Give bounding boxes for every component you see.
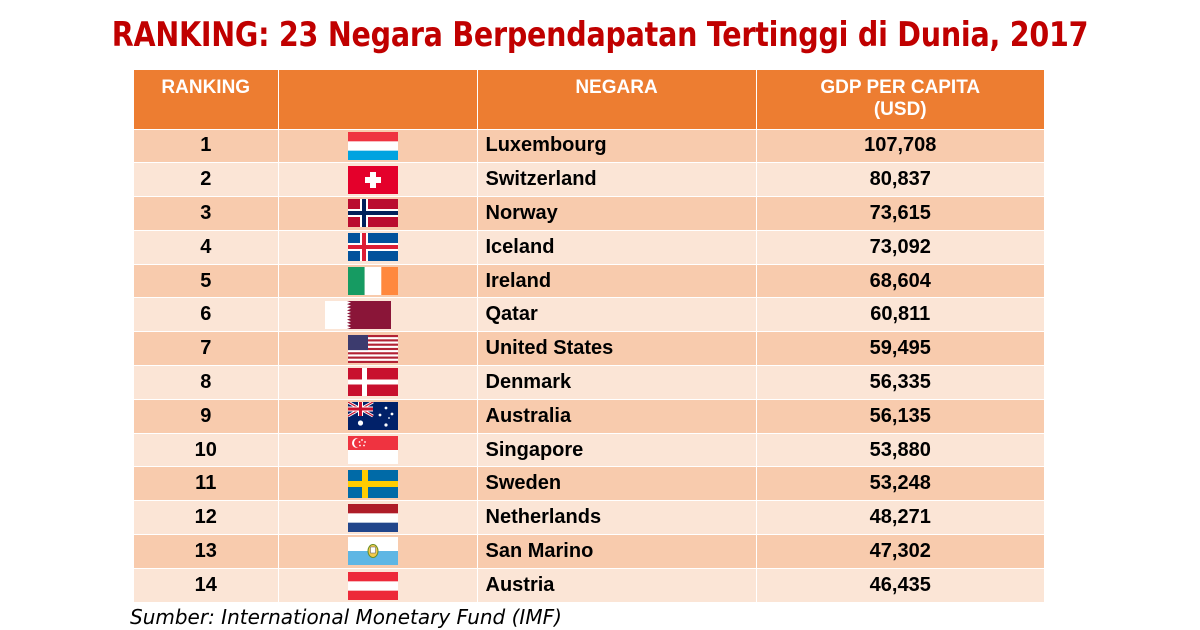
table-row: 12 Netherlands 48,271 — [134, 500, 1044, 535]
flag-cell — [278, 567, 478, 603]
table-row: 6 Qatar 60,811 — [134, 297, 1044, 332]
table-row: 1 Luxembourg 107,708 — [134, 128, 1044, 163]
flag-cell — [278, 297, 478, 332]
country-cell: Qatar — [477, 297, 757, 332]
page-title: RANKING: 23 Negara Berpendapatan Terting… — [111, 15, 1089, 55]
country-cell: Austria — [477, 567, 757, 603]
flag-cell — [278, 398, 478, 434]
gdp-cell: 60,811 — [756, 297, 1044, 332]
header-ranking: RANKING — [134, 70, 279, 129]
netherlands-flag-icon — [347, 503, 398, 532]
flag-cell — [278, 365, 478, 400]
rank-cell: 4 — [134, 229, 279, 265]
gdp-cell: 107,708 — [756, 128, 1044, 163]
gdp-cell: 73,092 — [756, 229, 1044, 265]
denmark-flag-icon — [347, 368, 398, 397]
gdp-cell: 46,435 — [756, 567, 1044, 603]
gdp-cell: 68,604 — [756, 263, 1044, 298]
rank-cell: 12 — [134, 500, 279, 535]
rank-cell: 8 — [134, 365, 279, 400]
table-row: 13 San Marino 47,302 — [134, 534, 1044, 569]
flag-cell — [278, 128, 478, 163]
header-negara: NEGARA — [477, 70, 757, 129]
rank-cell: 5 — [134, 263, 279, 298]
table-row: 5 Ireland 68,604 — [134, 263, 1044, 298]
country-cell: Singapore — [477, 432, 757, 467]
gdp-cell: 59,495 — [756, 331, 1044, 366]
flag-cell — [278, 229, 478, 265]
austria-flag-icon — [347, 571, 398, 600]
gdp-ranking-table: RANKING NEGARA GDP PER CAPITA (USD) 1 Lu… — [134, 70, 1044, 603]
country-cell: Iceland — [477, 229, 757, 265]
qatar-flag-icon — [324, 300, 391, 329]
switzerland-flag-icon — [347, 165, 398, 194]
country-cell: Norway — [477, 196, 757, 231]
rank-cell: 7 — [134, 331, 279, 366]
header-gdp-line2: (USD) — [873, 99, 927, 120]
table-row: 11 Sweden 53,248 — [134, 466, 1044, 501]
gdp-cell: 48,271 — [756, 500, 1044, 535]
country-cell: Australia — [477, 398, 757, 434]
header-gdp-line1: GDP PER CAPITA — [820, 77, 981, 98]
header-gdp-per-capita: GDP PER CAPITA (USD) — [756, 70, 1044, 129]
flag-cell — [278, 331, 478, 366]
gdp-cell: 73,615 — [756, 196, 1044, 231]
flag-cell — [278, 162, 478, 197]
country-cell: Ireland — [477, 263, 757, 298]
flag-cell — [278, 534, 478, 569]
rank-cell: 10 — [134, 432, 279, 467]
gdp-cell: 80,837 — [756, 162, 1044, 197]
flag-cell — [278, 196, 478, 231]
table-row: 7 United States 5 — [134, 331, 1044, 366]
rank-cell: 13 — [134, 534, 279, 569]
country-cell: Netherlands — [477, 500, 757, 535]
table-row: 2 Switzerland 80,837 — [134, 162, 1044, 197]
flag-cell — [278, 432, 478, 467]
san-marino-flag-icon — [347, 537, 398, 566]
country-cell: Sweden — [477, 466, 757, 501]
gdp-cell: 56,135 — [756, 398, 1044, 434]
luxembourg-flag-icon — [347, 131, 398, 160]
flag-cell — [278, 466, 478, 501]
iceland-flag-icon — [347, 233, 398, 262]
table-row: 9 — [134, 398, 1044, 434]
united-states-flag-icon — [347, 334, 398, 363]
norway-flag-icon — [347, 199, 398, 228]
rank-cell: 11 — [134, 466, 279, 501]
table-row: 4 Iceland 73,092 — [134, 229, 1044, 265]
rank-cell: 3 — [134, 196, 279, 231]
rank-cell: 9 — [134, 398, 279, 434]
table-row: 10 Singapore 53,8 — [134, 432, 1044, 467]
source-note: Sumber: International Monetary Fund (IMF… — [130, 605, 562, 629]
australia-flag-icon — [347, 402, 398, 431]
table-row: 3 Norway 73,615 — [134, 196, 1044, 231]
flag-cell — [278, 263, 478, 298]
country-cell: Switzerland — [477, 162, 757, 197]
country-cell: San Marino — [477, 534, 757, 569]
table-row: 8 Denmark 56,335 — [134, 365, 1044, 400]
table-header-row: RANKING NEGARA GDP PER CAPITA (USD) — [134, 70, 1044, 129]
gdp-cell: 47,302 — [756, 534, 1044, 569]
gdp-cell: 56,335 — [756, 365, 1044, 400]
rank-cell: 6 — [134, 297, 279, 332]
sweden-flag-icon — [347, 469, 398, 498]
rank-cell: 1 — [134, 128, 279, 163]
country-cell: Denmark — [477, 365, 757, 400]
flag-cell — [278, 500, 478, 535]
header-flag — [278, 70, 478, 129]
gdp-cell: 53,248 — [756, 466, 1044, 501]
gdp-cell: 53,880 — [756, 432, 1044, 467]
ireland-flag-icon — [347, 267, 398, 296]
table-row: 14 Austria 46,435 — [134, 567, 1044, 603]
country-cell: United States — [477, 331, 757, 366]
singapore-flag-icon — [347, 436, 398, 465]
country-cell: Luxembourg — [477, 128, 757, 163]
rank-cell: 14 — [134, 567, 279, 603]
rank-cell: 2 — [134, 162, 279, 197]
